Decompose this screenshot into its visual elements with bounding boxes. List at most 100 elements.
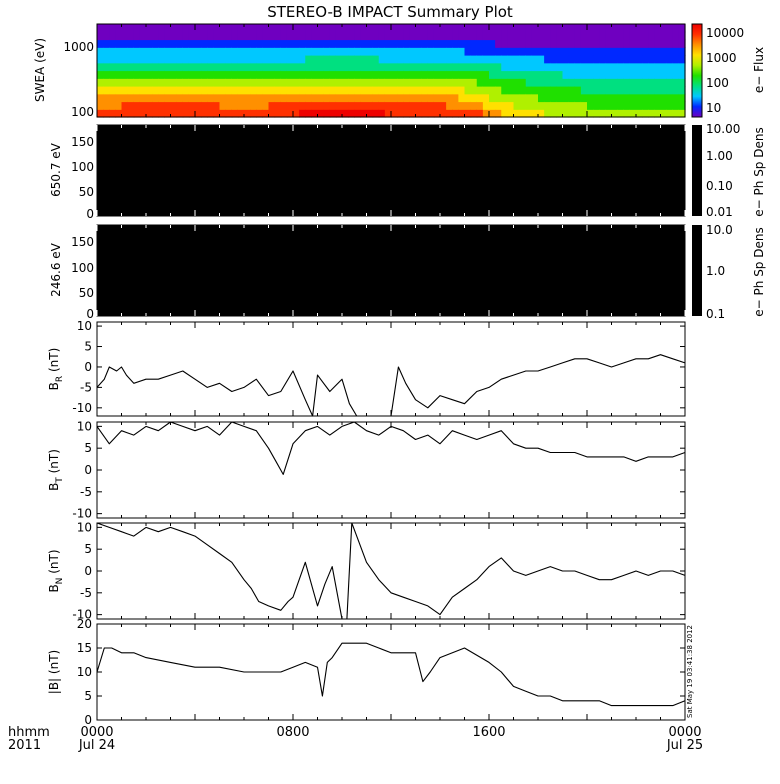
swea-cell (574, 39, 582, 48)
swea-cell (225, 39, 233, 48)
swea-cell (531, 31, 539, 41)
swea-cell (476, 55, 484, 64)
swea-cell (482, 109, 490, 118)
swea-cell (109, 31, 116, 41)
swea-cell (397, 109, 404, 118)
swea-cell (482, 62, 490, 72)
swea-cell (446, 47, 453, 56)
swea-cell (629, 78, 637, 87)
swea-cell (250, 86, 257, 95)
swea-cell (654, 47, 662, 56)
swea-cell (256, 39, 263, 48)
swea-cell (293, 78, 300, 87)
swea-cell (403, 39, 410, 48)
swea-cell (268, 93, 276, 103)
swea-cell (507, 31, 515, 41)
swea-cell (207, 55, 214, 64)
swea-cell (544, 78, 551, 87)
swea-cell (446, 55, 453, 64)
swea-cell (286, 78, 294, 87)
swea-cell (323, 109, 331, 118)
swea-cell (207, 101, 214, 110)
swea-cell (384, 86, 392, 95)
swea-cell (342, 101, 349, 110)
swea-cell (176, 78, 184, 87)
swea-cell (188, 70, 196, 79)
swea-cell (556, 78, 564, 87)
swea-cell (329, 47, 337, 56)
swea-cell (629, 55, 637, 64)
swea-cell (127, 39, 135, 48)
swea-cell (317, 39, 325, 48)
swea-cell (513, 31, 521, 41)
swea-cell (648, 24, 655, 33)
swea-cell (421, 39, 429, 48)
swea-cell (366, 101, 374, 110)
swea-cell (360, 109, 368, 118)
swea-cell (672, 39, 680, 48)
swea-cell (427, 101, 435, 110)
swea-cell (231, 70, 239, 79)
swea-cell (556, 93, 564, 103)
swea-cell (409, 39, 417, 48)
swea-cell (237, 93, 245, 103)
swea-cell (299, 70, 306, 79)
swea-cell (440, 86, 447, 95)
swea-cell (244, 109, 251, 118)
swea-cell (525, 47, 533, 56)
swea-cell (654, 24, 662, 33)
swea-cell (636, 55, 643, 64)
swea-cell (354, 39, 361, 48)
swea-cell (629, 70, 637, 79)
swea-cell (391, 62, 398, 72)
swea-cell (636, 47, 643, 56)
swea-cell (348, 101, 355, 110)
swea-cell (531, 86, 539, 95)
swea-cell (207, 109, 214, 118)
swea-cell (342, 109, 349, 118)
swea-cell (139, 24, 147, 33)
swea-cell (109, 78, 116, 87)
swea-cell (268, 31, 276, 41)
swea-cell (421, 101, 429, 110)
swea-cell (176, 109, 184, 118)
swea-cell (623, 62, 631, 72)
swea-cell (293, 39, 300, 48)
swea-cell (556, 101, 564, 110)
swea-cell (519, 55, 527, 64)
swea-cell (182, 78, 190, 87)
swea-cell (139, 70, 147, 79)
swea-cell (182, 31, 190, 41)
bmag-ylabel: |B| (nT) (47, 650, 61, 694)
swea-cell (237, 109, 245, 118)
swea-cell (427, 39, 435, 48)
swea-cell (286, 62, 294, 72)
swea-cell (354, 62, 361, 72)
swea-cell (329, 55, 337, 64)
swea-cell (440, 93, 447, 103)
swea-cell (391, 31, 398, 41)
swea-cell (372, 39, 380, 48)
swea-cell (152, 86, 159, 95)
swea-cell (519, 78, 527, 87)
swea-cell (97, 24, 104, 33)
swea-cell (476, 31, 484, 41)
swea-cell (274, 78, 282, 87)
swea-cell (409, 55, 417, 64)
swea-cell (617, 86, 625, 95)
swea-cell (329, 31, 337, 41)
bn-panel (96, 522, 686, 620)
swea-cell (550, 101, 557, 110)
swea-cell (458, 55, 466, 64)
swea-cell (201, 24, 208, 33)
swea-cell (642, 47, 649, 56)
swea-cell (213, 55, 221, 64)
swea-cell (623, 70, 631, 79)
swea-ylabel: SWEA (eV) (33, 38, 47, 102)
swea-cell (427, 70, 435, 79)
swea-cell (115, 55, 123, 64)
swea-cell (574, 62, 582, 72)
br-ylabel: BR (nT) (47, 348, 65, 391)
swea-cell (378, 55, 386, 64)
swea-cell (280, 70, 288, 79)
